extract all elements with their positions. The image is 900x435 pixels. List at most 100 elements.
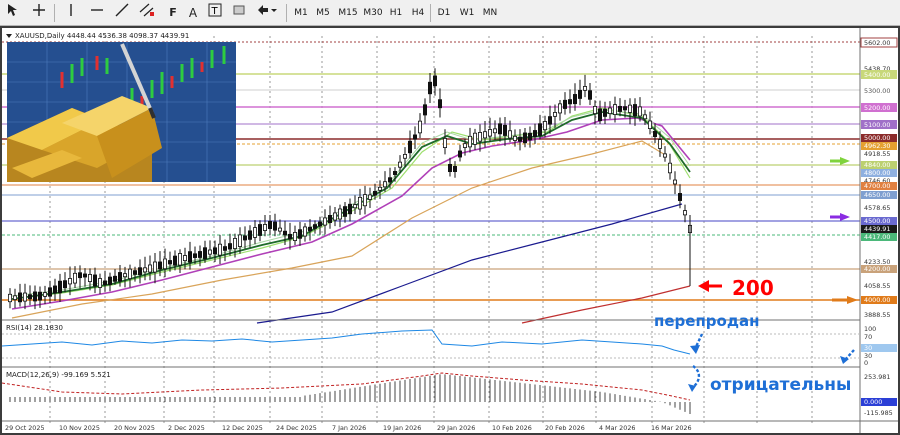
candle-body [267, 221, 272, 229]
vertical-line-icon[interactable] [62, 3, 80, 23]
candle-body [73, 272, 78, 284]
timeframe-w1[interactable]: W1 [459, 8, 475, 18]
timeframe-m5[interactable]: M5 [316, 8, 330, 18]
candle-body [118, 272, 123, 282]
timeframe-h4[interactable]: H4 [411, 8, 425, 18]
price-label: 4578.65 [864, 204, 890, 212]
candle-body [663, 153, 668, 158]
candle-body [377, 186, 382, 191]
candle-body [27, 294, 32, 300]
price-label: 4000.00 [864, 296, 890, 304]
candle-body [317, 221, 322, 227]
trendline-icon[interactable] [113, 3, 131, 23]
candle-body [157, 261, 162, 270]
candle-body [472, 132, 477, 145]
timeframe-d1[interactable]: D1 [437, 8, 451, 18]
candle-body [172, 255, 177, 266]
candle-body [382, 181, 387, 188]
price-label: 5602.00 [864, 39, 890, 47]
candle-body [578, 89, 583, 99]
candle-body [93, 274, 98, 287]
chart-title-group: XAUUSD,Daily 4448.44 4536.38 4098.37 443… [6, 32, 189, 40]
ma-200-line [256, 203, 683, 324]
candle-body [583, 86, 588, 91]
ma-lightgreen-line [11, 107, 691, 300]
date-label: 20 Feb 2026 [545, 424, 585, 432]
candle-body [337, 208, 342, 220]
candle-body [543, 121, 548, 131]
arrows-dropdown-icon[interactable] [254, 3, 280, 23]
candle-body [608, 107, 613, 115]
candle-body [32, 291, 37, 302]
date-label: 19 Jan 2026 [383, 424, 421, 432]
rsi-axis-label: 30 [864, 344, 872, 352]
crosshair-cursor-icon[interactable] [4, 3, 22, 23]
price-label: 4962.30 [864, 142, 890, 150]
shapes-icon[interactable] [231, 3, 247, 23]
candle-body [262, 224, 267, 231]
candle-body [58, 280, 63, 294]
candle-body [487, 129, 492, 137]
timeframe-h1[interactable]: H1 [389, 8, 403, 18]
candle-body [222, 246, 227, 251]
price-axis: 5602.00 5438.70 5400.00 5300.00 5200.00 … [860, 37, 898, 319]
candle-body [467, 135, 472, 148]
candle-body [412, 134, 417, 140]
crosshair-icon[interactable] [30, 3, 48, 23]
toolbar: F A T M1 M5 M15 M30 H1 H4 D1 W1 MN [0, 0, 900, 26]
price-label: 5100.00 [864, 121, 890, 129]
timeframe-mn[interactable]: MN [482, 8, 498, 18]
candle-body [548, 116, 553, 125]
rsi-panel: RSI(14) 28.1830 100 70 30 30 0 [2, 324, 897, 367]
horizontal-line-icon[interactable] [88, 3, 106, 23]
price-label: 4650.00 [864, 191, 890, 199]
candle-body [202, 247, 207, 260]
fibonacci-icon[interactable]: F [169, 6, 177, 19]
candle-body [152, 261, 157, 273]
candle-body [342, 206, 347, 217]
rsi-axis-label: 0 [864, 359, 868, 367]
candle-body [177, 253, 182, 266]
rsi-axis-label: 100 [864, 325, 876, 333]
timeframe-m30[interactable]: M30 [363, 8, 383, 18]
candle-body [437, 99, 442, 109]
candle-body [447, 163, 452, 173]
channel-icon[interactable] [137, 3, 157, 23]
timeframe-m15[interactable]: M15 [338, 8, 358, 18]
candle-body [673, 179, 678, 185]
macd-signal-line [2, 372, 691, 401]
date-label: 16 Mar 2026 [651, 424, 692, 432]
price-label: 5200.00 [864, 104, 890, 112]
timeframe-m1[interactable]: M1 [294, 8, 308, 18]
date-axis: 29 Oct 2025 10 Nov 2025 20 Nov 2025 2 De… [5, 424, 692, 432]
ma-red-line [521, 285, 691, 324]
candle-body [242, 235, 247, 241]
candle-body [492, 128, 497, 134]
price-label: 5400.00 [864, 71, 890, 79]
macd-axis-label: 253.981 [864, 373, 890, 381]
candle-body [457, 150, 462, 158]
price-label: 4918.55 [864, 150, 890, 158]
candle-body [68, 278, 73, 285]
candle-body [573, 94, 578, 105]
chart-canvas[interactable]: XAUUSD,Daily 4448.44 4536.38 4098.37 443… [2, 28, 898, 433]
text-tool-icon[interactable]: A [188, 6, 198, 20]
candle-body [482, 131, 487, 139]
ma-orange-line [11, 140, 668, 319]
text-label-icon[interactable]: T [207, 3, 223, 23]
oversold-arrow-icon [693, 333, 704, 350]
candle-body [658, 139, 663, 149]
candle-body [392, 171, 397, 175]
candle-body [497, 123, 502, 135]
candle-body [462, 143, 467, 148]
candle-body [558, 103, 563, 114]
macd-label: MACD(12,26,9) -99.169 5.521 [6, 371, 111, 379]
candle-body [422, 104, 427, 116]
candle-body [367, 194, 372, 200]
candle-body [22, 292, 27, 302]
candle-body [432, 75, 437, 87]
candle-body [533, 130, 538, 138]
candle-body [633, 104, 638, 117]
candle-body [322, 217, 327, 226]
ma-purple-line [11, 117, 691, 310]
